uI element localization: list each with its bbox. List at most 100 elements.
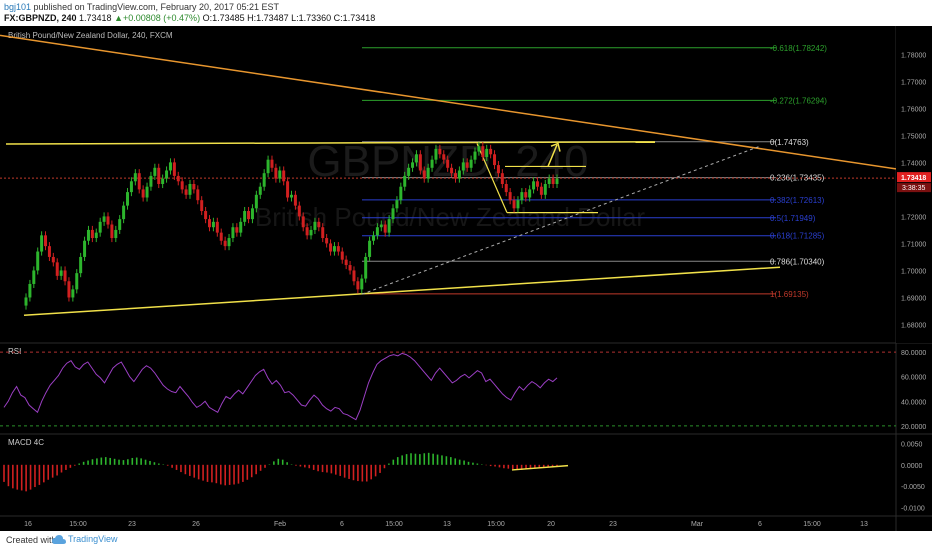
candle-body (192, 184, 196, 190)
candle-body (184, 189, 188, 195)
time-tick-label: 13 (860, 521, 868, 528)
candle-body (149, 175, 153, 187)
candle-body (266, 159, 270, 174)
price-tick-label: 1.72000 (901, 214, 926, 221)
candle-body (286, 181, 290, 198)
fib-level-label: 0.618(1.71285) (770, 232, 825, 241)
candle-body (215, 221, 219, 233)
macd-trendline (511, 464, 569, 471)
time-tick-label: 15:00 (69, 521, 87, 528)
candle-body (235, 227, 239, 233)
candle-body (453, 173, 457, 179)
candle-body (114, 229, 118, 239)
price-tick-label: 1.70000 (901, 268, 926, 275)
candle-body (508, 192, 512, 201)
rsi-line (3, 352, 558, 421)
candle-body (305, 227, 309, 236)
orange-trendline (0, 34, 897, 170)
candle-body (528, 189, 532, 198)
candle-body (86, 229, 90, 241)
candle-body (500, 173, 504, 184)
candle-body (418, 154, 422, 171)
candle-body (278, 170, 282, 179)
candle-body (176, 175, 180, 182)
author-link[interactable]: bgj101 (4, 2, 32, 12)
candle-body (524, 192, 528, 198)
candle-body (223, 240, 227, 247)
candle-body (133, 173, 137, 182)
fib-level-label: 0.382(1.72613) (770, 196, 825, 205)
time-tick-label: 20 (547, 521, 555, 528)
chart-header: bgj101 published on TradingView.com, Feb… (0, 0, 932, 26)
countdown-tag (897, 183, 931, 193)
candle-body (161, 178, 165, 184)
candle-body (430, 159, 434, 168)
candle-body (461, 162, 465, 171)
candle-body (321, 227, 325, 239)
time-tick-label: Feb (274, 521, 286, 528)
resistance-line (5, 141, 656, 145)
candle-body (44, 235, 48, 247)
candle-body (94, 232, 98, 239)
candle-body (180, 181, 184, 190)
price-tick-label: 1.69000 (901, 295, 926, 302)
candle-body (313, 221, 317, 230)
price-tick-label: 1.77000 (901, 79, 926, 86)
time-tick-label: 13 (443, 521, 451, 528)
time-axis[interactable]: 16 15:00 23 26 Feb 6 15:00 13 15:00 20 23 Mar 6 15:00… (24, 521, 868, 528)
candlestick-series (24, 142, 559, 310)
price-tick-label: 1.68000 (901, 322, 926, 329)
candle-body (543, 184, 547, 195)
time-tick-label: 6 (340, 521, 344, 528)
chart-area[interactable]: GBPNZD, 240 British Pound/New Zealand Do… (0, 26, 932, 531)
ohlc-values: O:1.73485 H:1.73487 L:1.73360 C:1.73418 (202, 13, 376, 23)
candle-body (79, 256, 83, 274)
candle-body (512, 200, 516, 209)
candle-body (407, 167, 411, 176)
candle-body (539, 186, 543, 195)
breakout-arrow-head (550, 142, 561, 152)
candle-body (403, 175, 407, 187)
candle-body (504, 184, 508, 193)
candle-body (129, 181, 133, 193)
candle-body (348, 265, 352, 271)
time-tick-label: 6 (758, 521, 762, 528)
candle-body (329, 243, 333, 252)
macd-pane: MACD 4C 0.0050 0.0000 -0.0050 -0.0100 (3, 438, 925, 513)
candle-body (411, 162, 415, 168)
time-tick-label: 15:00 (487, 521, 505, 528)
candle-body (204, 211, 208, 220)
candle-body (438, 148, 442, 155)
price-axis[interactable]: 1.78000 1.77000 1.76000 1.75000 1.74000 1.720… (896, 26, 932, 343)
time-tick-label: 15:00 (385, 521, 403, 528)
candle-body (24, 297, 28, 306)
rsi-tick-label: 60.0000 (901, 375, 926, 382)
candle-body (383, 224, 387, 233)
candle-body (489, 148, 493, 155)
candle-body (153, 167, 157, 176)
rsi-label: RSI (8, 347, 21, 356)
candle-body (71, 289, 75, 298)
candle-body (290, 194, 293, 198)
candle-body (332, 246, 336, 252)
candle-body (395, 200, 399, 209)
candle-body (532, 181, 536, 190)
tradingview-brand-link[interactable]: TradingView (68, 534, 118, 544)
trend-lines[interactable] (0, 34, 897, 317)
candle-body (165, 170, 169, 179)
candle-body (145, 186, 149, 198)
candle-body (247, 211, 251, 220)
candle-body (450, 167, 454, 174)
macd-label: MACD 4C (8, 438, 44, 447)
candle-body (59, 270, 63, 276)
fibonacci-retracement[interactable]: -0.618(1.78242) -0.272(1.76294) 0(1.74763)… (0, 44, 896, 299)
time-tick-label: 26 (192, 521, 200, 528)
time-tick-label: 23 (609, 521, 617, 528)
fib-trend-dashed (361, 145, 761, 295)
publish-line: bgj101 published on TradingView.com, Feb… (4, 2, 279, 12)
candle-body (375, 227, 379, 236)
chart-svg[interactable]: GBPNZD, 240 British Pound/New Zealand Do… (0, 26, 932, 531)
candle-body (399, 186, 403, 201)
candle-body (157, 167, 161, 184)
candle-body (457, 170, 461, 179)
